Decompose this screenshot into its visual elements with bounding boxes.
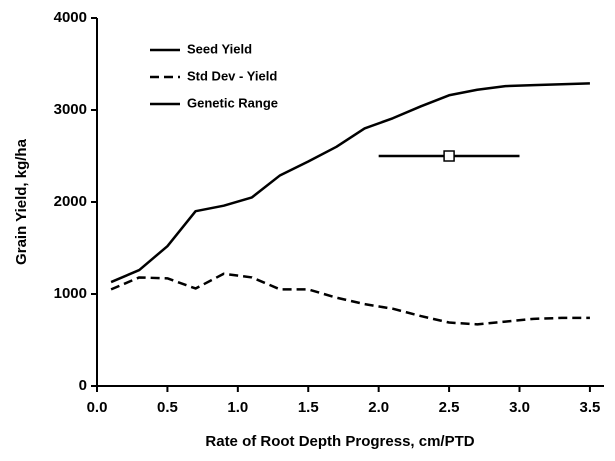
legend-label: Seed Yield bbox=[187, 41, 252, 56]
x-axis-title: Rate of Root Depth Progress, cm/PTD bbox=[205, 433, 474, 450]
x-tick-label: 0.0 bbox=[87, 399, 108, 416]
x-tick-label: 2.5 bbox=[439, 399, 460, 416]
y-axis-title: Grain Yield, kg/ha bbox=[13, 138, 30, 265]
y-tick-label: 4000 bbox=[54, 9, 87, 26]
x-tick-label: 0.5 bbox=[157, 399, 178, 416]
x-tick-label: 1.0 bbox=[227, 399, 248, 416]
line bbox=[110, 82, 590, 284]
y-tick-label: 2000 bbox=[54, 193, 87, 210]
x-tick-label: 3.5 bbox=[579, 399, 600, 416]
x-tick-label: 1.5 bbox=[298, 399, 319, 416]
line bbox=[110, 272, 590, 326]
y-tick-label: 1000 bbox=[54, 285, 87, 302]
x-tick-label: 2.0 bbox=[368, 399, 389, 416]
marker bbox=[443, 150, 455, 162]
y-tick-label: 0 bbox=[79, 377, 87, 394]
legend-label: Genetic Range bbox=[187, 95, 278, 110]
legend-label: Std Dev - Yield bbox=[187, 68, 277, 83]
x-tick-label: 3.0 bbox=[509, 399, 530, 416]
y-tick-label: 3000 bbox=[54, 101, 87, 118]
